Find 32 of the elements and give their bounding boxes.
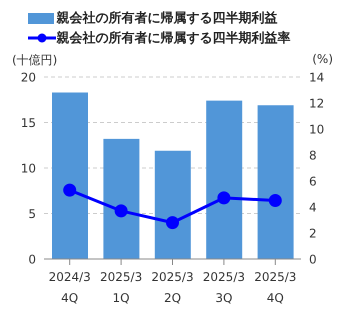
y-tick-label: 0 — [28, 252, 36, 266]
y-tick-label: 5 — [28, 206, 36, 221]
bar — [206, 100, 242, 259]
x-tick-label: 2025/3 3Q — [202, 270, 246, 305]
y-axis-title: (十億円) — [12, 52, 58, 69]
bar — [154, 150, 191, 259]
point — [217, 191, 230, 204]
legend-label: 親会社の所有者に帰属する四半期利益率 — [56, 30, 290, 47]
point — [166, 216, 179, 230]
y2-tick-label: 12 — [309, 96, 324, 110]
y2-tick-label: 4 — [309, 200, 317, 214]
bar — [258, 105, 294, 259]
y2-tick-label: 0 — [309, 252, 317, 266]
x-tick-label: 2025/3 1Q — [100, 270, 142, 305]
x-tick-label: 2024/3 4Q — [48, 270, 91, 305]
y2-tick-label: 6 — [309, 174, 317, 188]
y-tick-label: 20 — [20, 70, 36, 84]
y2-tick-label: 14 — [309, 70, 324, 84]
point — [268, 194, 282, 207]
y2-tick-label: 10 — [309, 122, 324, 136]
x-tick-label: 2025/3 4Q — [254, 270, 296, 305]
point — [63, 184, 76, 197]
y-tick-label: 15 — [20, 116, 36, 130]
y2-axis-title: (%) — [312, 52, 333, 68]
y2-tick-label: 8 — [309, 148, 317, 162]
y2-tick-label: 2 — [309, 226, 317, 240]
legend-label: 親会社の所有者に帰属する四半期利益 — [56, 10, 278, 27]
point — [114, 204, 128, 218]
y-tick-label: 10 — [20, 161, 36, 176]
x-tick-label: 2025/3 2Q — [151, 270, 194, 305]
bar — [103, 138, 140, 259]
bar — [52, 92, 88, 259]
